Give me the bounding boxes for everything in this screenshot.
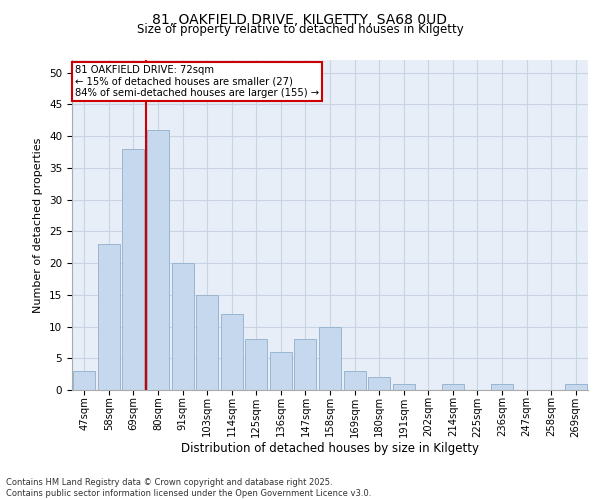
Bar bbox=[491, 384, 513, 390]
Bar bbox=[270, 352, 292, 390]
Text: 81 OAKFIELD DRIVE: 72sqm
← 15% of detached houses are smaller (27)
84% of semi-d: 81 OAKFIELD DRIVE: 72sqm ← 15% of detach… bbox=[74, 65, 319, 98]
Bar bbox=[344, 371, 365, 390]
Bar bbox=[319, 326, 341, 390]
Text: 81, OAKFIELD DRIVE, KILGETTY, SA68 0UD: 81, OAKFIELD DRIVE, KILGETTY, SA68 0UD bbox=[152, 12, 448, 26]
Bar bbox=[172, 263, 194, 390]
Bar bbox=[565, 384, 587, 390]
X-axis label: Distribution of detached houses by size in Kilgetty: Distribution of detached houses by size … bbox=[181, 442, 479, 455]
Bar bbox=[221, 314, 243, 390]
Bar bbox=[122, 149, 145, 390]
Bar bbox=[73, 371, 95, 390]
Y-axis label: Number of detached properties: Number of detached properties bbox=[34, 138, 43, 312]
Bar bbox=[295, 339, 316, 390]
Bar bbox=[392, 384, 415, 390]
Bar bbox=[368, 378, 390, 390]
Bar bbox=[98, 244, 120, 390]
Bar bbox=[196, 295, 218, 390]
Text: Contains HM Land Registry data © Crown copyright and database right 2025.
Contai: Contains HM Land Registry data © Crown c… bbox=[6, 478, 371, 498]
Text: Size of property relative to detached houses in Kilgetty: Size of property relative to detached ho… bbox=[137, 22, 463, 36]
Bar bbox=[245, 339, 268, 390]
Bar bbox=[147, 130, 169, 390]
Bar bbox=[442, 384, 464, 390]
